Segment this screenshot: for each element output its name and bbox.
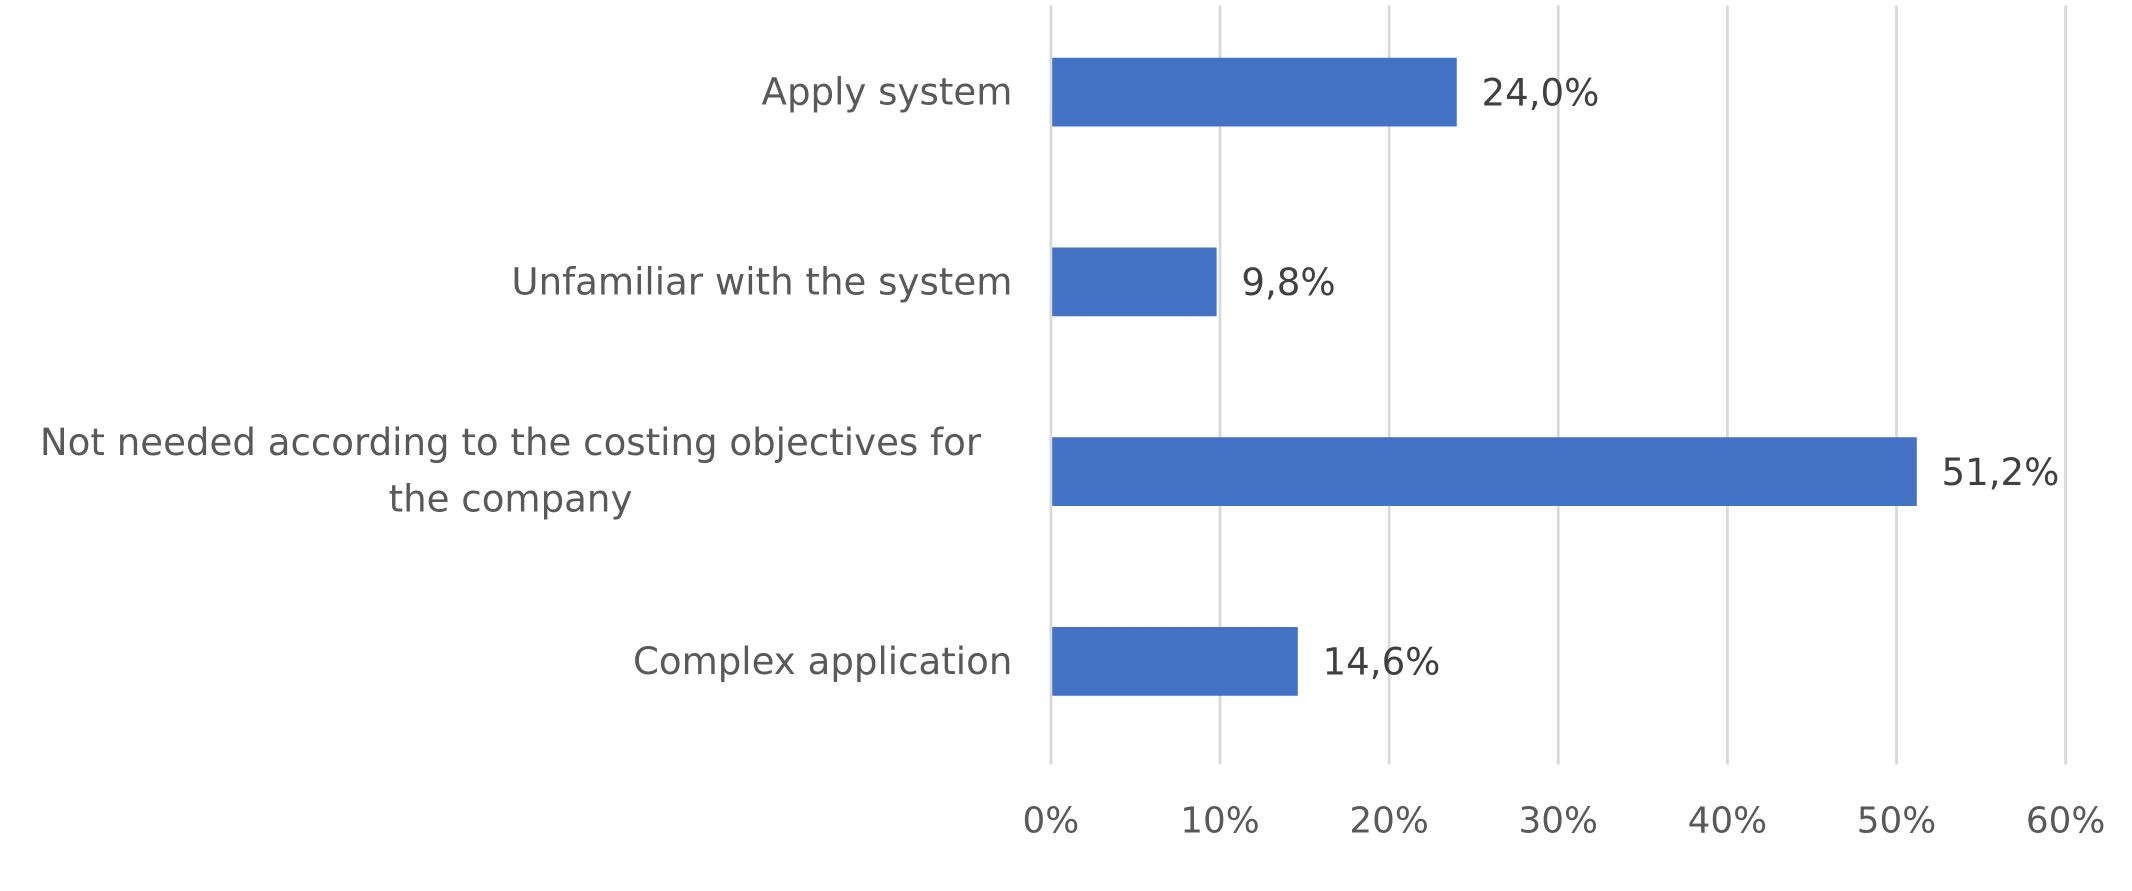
value-label: 24,0% bbox=[1482, 71, 1600, 114]
category-label: Complex application bbox=[632, 640, 1013, 683]
category-label: Not needed according to the costing obje… bbox=[39, 422, 982, 522]
x-tick-label: 50% bbox=[1857, 800, 1936, 841]
category-label-box: Unfamiliar with the system bbox=[0, 213, 1012, 351]
x-tick-label: 0% bbox=[1023, 800, 1080, 841]
x-tick-label: 10% bbox=[1180, 800, 1259, 841]
x-tick-label: 30% bbox=[1519, 800, 1598, 841]
category-label-wrap: Complex application bbox=[0, 593, 1012, 731]
value-label: 51,2% bbox=[1942, 451, 2060, 494]
bar bbox=[1050, 247, 1217, 317]
value-label: 14,6% bbox=[1323, 641, 1441, 684]
category-label-box: Apply system bbox=[0, 23, 1013, 161]
x-tick-label: 40% bbox=[1688, 800, 1767, 841]
bar bbox=[1050, 437, 1917, 506]
category-label: Apply system bbox=[761, 70, 1013, 114]
category-label: Unfamiliar with the system bbox=[511, 260, 1013, 304]
category-label-box: Not needed according to the costing obje… bbox=[0, 403, 1012, 541]
bar bbox=[1050, 57, 1457, 127]
category-label-wrap: Not needed according to the costing obje… bbox=[0, 403, 1012, 541]
x-tick-label: 20% bbox=[1349, 800, 1428, 841]
category-label-box: Complex application bbox=[0, 593, 1012, 731]
bar bbox=[1050, 627, 1298, 696]
category-label-wrap: Apply system bbox=[0, 23, 1013, 161]
value-label: 9,8% bbox=[1241, 261, 1335, 304]
category-label-wrap: Unfamiliar with the system bbox=[0, 213, 1012, 351]
x-tick-label: 60% bbox=[2026, 800, 2105, 841]
